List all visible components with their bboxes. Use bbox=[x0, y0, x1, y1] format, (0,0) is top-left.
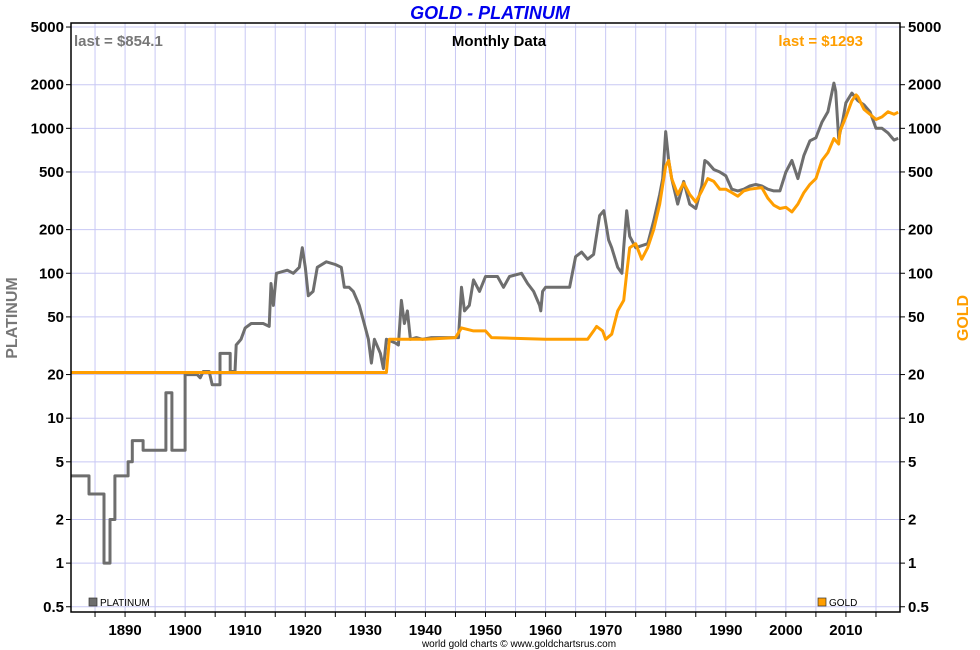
legend-gold: GOLD bbox=[817, 597, 857, 609]
y-axis-left-label: PLATINUM bbox=[4, 277, 21, 358]
y-tick-label-right: 2 bbox=[908, 511, 916, 528]
y-tick-label-right: 50 bbox=[908, 309, 925, 326]
x-tick-label: 1970 bbox=[589, 622, 622, 639]
x-tick-label: 2000 bbox=[769, 622, 802, 639]
y-tick-label-right: 0.5 bbox=[908, 599, 929, 616]
gold-last-label: last = $1293 bbox=[778, 33, 863, 50]
chart-title: GOLD - PLATINUM bbox=[410, 3, 571, 23]
y-axis-right-label: GOLD bbox=[955, 295, 972, 341]
y-tick-label-right: 1000 bbox=[908, 120, 941, 137]
y-tick-label-left: 100 bbox=[39, 265, 64, 282]
y-tick-label-left: 20 bbox=[47, 367, 64, 384]
y-tick-label-right: 5 bbox=[908, 454, 916, 471]
series-line-platinum bbox=[71, 81, 899, 565]
y-tick-label-left: 50 bbox=[47, 309, 64, 326]
platinum-last-label: last = $854.1 bbox=[74, 33, 163, 50]
legend-platinum: PLATINUM bbox=[88, 597, 150, 609]
x-tick-label: 1990 bbox=[709, 622, 742, 639]
y-tick-label-left: 5 bbox=[56, 454, 64, 471]
x-tick-label: 1900 bbox=[168, 622, 201, 639]
x-tick-label: 1960 bbox=[529, 622, 562, 639]
x-tick-label: 1940 bbox=[409, 622, 442, 639]
y-tick-label-left: 200 bbox=[39, 222, 64, 239]
y-tick-label-right: 20 bbox=[908, 367, 925, 384]
series-line-gold bbox=[71, 93, 899, 374]
y-tick-label-right: 100 bbox=[908, 265, 933, 282]
x-tick-label: 1920 bbox=[289, 622, 322, 639]
x-tick-label: 1890 bbox=[108, 622, 141, 639]
axis-ticks: 0.5 0.5 1 1 2 2 5 5 10 10 20 20 50 50 100 100 200 200 500 5… bbox=[31, 19, 942, 639]
y-tick-label-left: 2 bbox=[56, 511, 64, 528]
legend-label-gold: GOLD bbox=[829, 598, 857, 609]
legend-label-platinum: PLATINUM bbox=[100, 598, 150, 609]
y-tick-label-left: 2000 bbox=[31, 77, 64, 94]
x-tick-label: 1930 bbox=[349, 622, 382, 639]
y-tick-label-right: 500 bbox=[908, 164, 933, 181]
series-lines bbox=[71, 81, 899, 565]
legend-swatch-platinum bbox=[88, 597, 98, 607]
y-tick-label-left: 0.5 bbox=[43, 599, 64, 616]
credit-text: world gold charts © www.goldchartsrus.co… bbox=[421, 639, 616, 650]
y-tick-label-left: 10 bbox=[47, 410, 64, 427]
grid bbox=[71, 23, 900, 612]
y-tick-label-right: 5000 bbox=[908, 19, 941, 36]
y-tick-label-left: 500 bbox=[39, 164, 64, 181]
y-tick-label-left: 1000 bbox=[31, 120, 64, 137]
x-tick-label: 2010 bbox=[829, 622, 862, 639]
legend-swatch-gold bbox=[817, 597, 827, 607]
y-tick-label-left: 5000 bbox=[31, 19, 64, 36]
y-tick-label-left: 1 bbox=[56, 555, 64, 572]
y-tick-label-right: 200 bbox=[908, 222, 933, 239]
x-tick-label: 1980 bbox=[649, 622, 682, 639]
x-tick-label: 1910 bbox=[229, 622, 262, 639]
y-tick-label-right: 10 bbox=[908, 410, 925, 427]
y-tick-label-right: 1 bbox=[908, 555, 916, 572]
x-tick-label: 1950 bbox=[469, 622, 502, 639]
chart-subtitle: Monthly Data bbox=[452, 33, 547, 50]
y-tick-label-right: 2000 bbox=[908, 77, 941, 94]
